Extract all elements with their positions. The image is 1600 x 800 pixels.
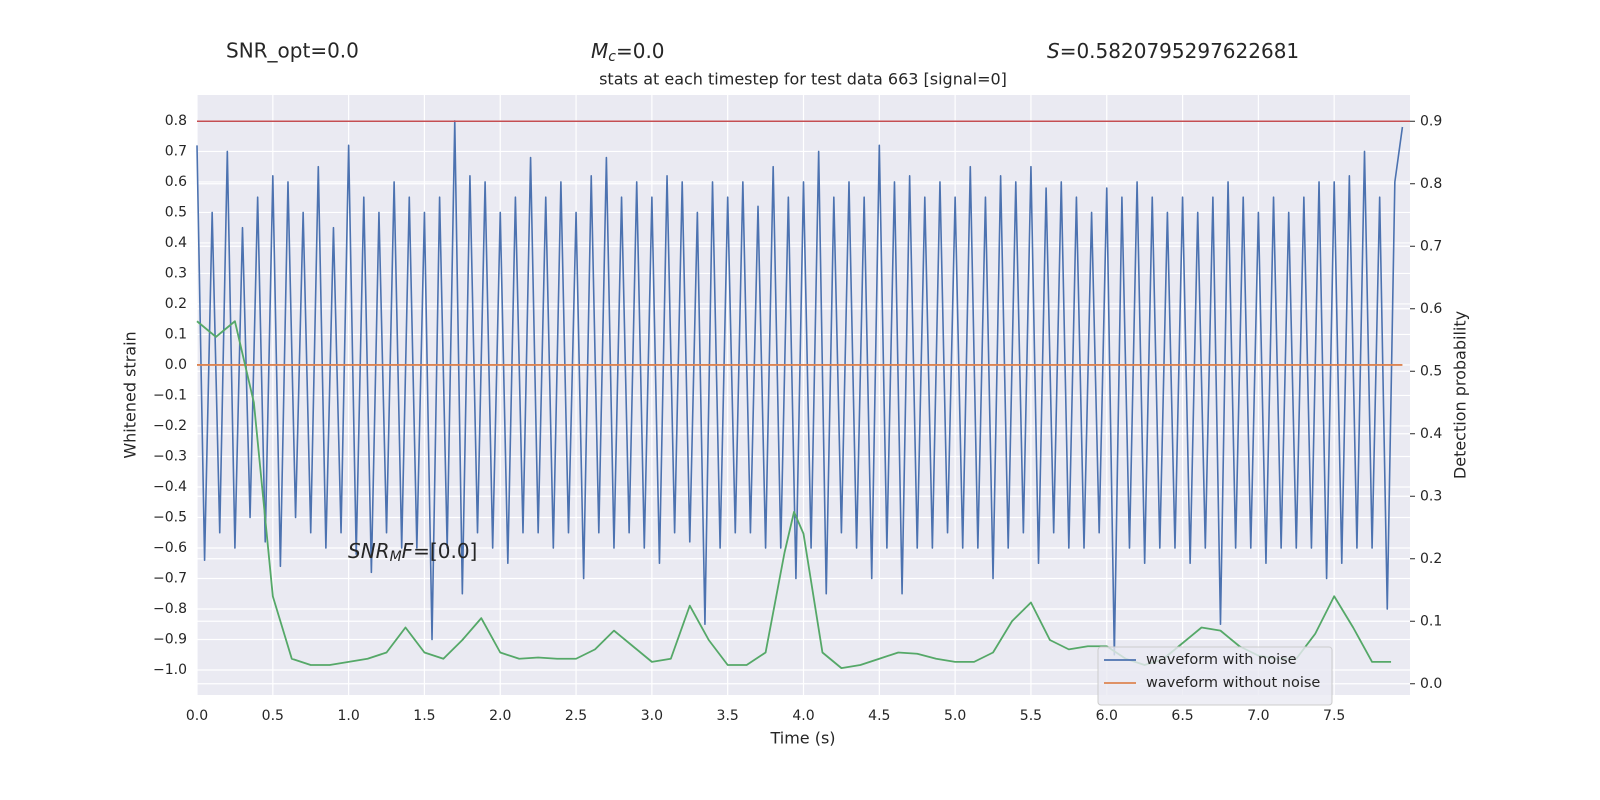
x-tick-label: 1.5 [413,708,435,724]
symbol: M [591,39,608,63]
x-tick-label: 7.5 [1323,708,1345,724]
marks [196,120,1410,670]
y2-axis-label: Detection probability [1451,311,1470,479]
symbol: SNR [348,539,390,563]
y-tick-label: −1.0 [153,662,187,678]
y-tick-label: 0.6 [165,174,187,190]
y-tick-label: −0.2 [153,418,187,434]
x-tick-label: 2.5 [565,708,587,724]
y-tick-label: −0.1 [153,387,187,403]
y-tick-label: 0.3 [165,265,187,281]
x-tick-label: 6.5 [1171,708,1193,724]
symbol: S [1047,39,1060,63]
y-tick-label: −0.7 [153,570,187,586]
y-tick-label: 0.0 [165,357,187,373]
snr-mf: SNRMF=[0.0] [348,539,477,566]
y2-tick-label: 0.8 [1420,176,1442,192]
y-tick-label: −0.6 [153,540,187,556]
subscript: c [608,49,616,65]
x-tick-label: 5.0 [944,708,966,724]
y2-tick-label: 0.7 [1420,238,1442,254]
y-tick-label: 0.7 [165,143,187,159]
series-line [196,320,1392,670]
y-tick-label: 0.2 [165,296,187,312]
value: =0.0 [616,39,665,63]
y2-tick-label: 0.6 [1420,301,1442,317]
y2-tick-label: 0.2 [1420,551,1442,567]
legend: waveform with noise waveform without nois… [1097,646,1333,706]
x-tick-label: 5.5 [1020,708,1042,724]
symbol-tail: F [402,539,414,563]
value: =0.5820795297622681 [1060,39,1299,63]
y-tick-label: 0.8 [165,113,187,129]
legend-label: waveform with noise [1146,652,1297,668]
x-tick-label: 3.0 [641,708,663,724]
chirp-mass: Mc=0.0 [591,39,665,66]
x-tick-label: 0.0 [186,708,208,724]
x-tick-label: 3.5 [717,708,739,724]
x-tick-label: 0.5 [262,708,284,724]
legend-label: waveform without noise [1146,675,1320,691]
x-tick-label: 6.0 [1096,708,1118,724]
x-tick-label: 4.0 [792,708,814,724]
score: S=0.5820795297622681 [1047,39,1299,63]
chart-title: stats at each timestep for test data 663… [599,70,1007,89]
snr-opt: SNR_opt=0.0 [226,39,359,63]
y-tick-label: −0.8 [153,601,187,617]
subscript: M [390,549,402,565]
y2-tick-label: 0.9 [1420,113,1442,129]
y2-tick-label: 0.3 [1420,488,1442,504]
x-tick-label: 2.0 [489,708,511,724]
y-tick-label: −0.5 [153,509,187,525]
y2-tick-label: 0.0 [1420,676,1442,692]
y-tick-label: −0.4 [153,479,187,495]
y-tick-label: 0.5 [165,204,187,220]
x-tick-label: 7.0 [1247,708,1269,724]
y-axis-label: Whitened strain [121,331,140,458]
x-axis-label: Time (s) [769,729,835,748]
legend-box [1097,646,1333,706]
value: =[0.0] [413,539,477,563]
x-tick-label: 4.5 [868,708,890,724]
y2-tick-label: 0.5 [1420,363,1442,379]
y-tick-label: −0.3 [153,448,187,464]
y2-tick-label: 0.4 [1420,426,1442,442]
y-tick-label: −0.9 [153,631,187,647]
y-tick-label: 0.4 [165,235,187,251]
y2-tick-label: 0.1 [1420,613,1442,629]
y-tick-label: 0.1 [165,326,187,342]
x-tick-label: 1.0 [337,708,359,724]
